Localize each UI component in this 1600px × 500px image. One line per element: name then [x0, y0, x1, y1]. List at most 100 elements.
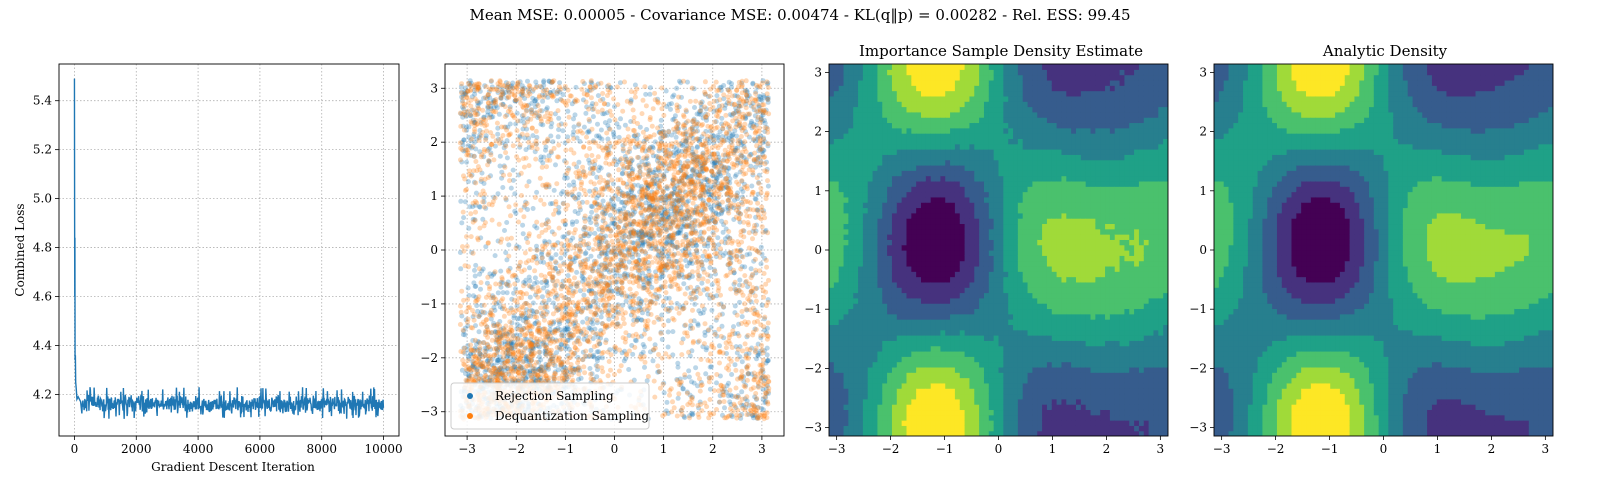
scatter-point — [625, 164, 630, 170]
scatter-point — [523, 315, 529, 321]
scatter-point — [620, 316, 626, 322]
scatter-point — [628, 119, 634, 124]
scatter-point — [692, 218, 698, 223]
scatter-point — [653, 153, 659, 159]
scatter-point — [538, 364, 544, 370]
scatter-point — [587, 274, 593, 280]
scatter-point — [458, 123, 464, 129]
scatter-point — [499, 175, 505, 181]
scatter-point — [518, 365, 524, 371]
scatter-point — [563, 372, 569, 378]
scatter-point — [721, 399, 727, 405]
scatter-point — [557, 80, 563, 86]
scatter-point — [610, 205, 615, 211]
scatter-point — [713, 79, 719, 85]
scatter-point — [697, 108, 703, 114]
scatter-point — [647, 204, 653, 210]
scatter-point — [750, 100, 756, 106]
scatter-point — [739, 389, 745, 395]
scatter-point — [666, 163, 672, 169]
scatter-point — [661, 197, 667, 203]
scatter-point — [493, 339, 499, 345]
scatter-point — [600, 227, 605, 233]
scatter-point — [709, 282, 715, 288]
scatter-point — [594, 133, 600, 139]
scatter-point — [737, 123, 743, 129]
scatter-point — [694, 289, 699, 294]
scatter-point — [707, 295, 713, 301]
scatter-point — [717, 373, 723, 379]
scatter-point — [714, 93, 720, 99]
scatter-point — [622, 211, 628, 217]
scatter-point — [504, 290, 510, 296]
scatter-point — [483, 367, 489, 373]
scatter-point — [656, 222, 662, 228]
scatter-point — [569, 192, 575, 198]
scatter-point — [593, 300, 599, 306]
scatter-point — [665, 344, 671, 350]
scatter-point — [534, 309, 540, 315]
scatter-point — [638, 237, 644, 243]
scatter-point — [700, 266, 706, 272]
scatter-point — [587, 160, 593, 166]
scatter-point — [541, 259, 547, 265]
scatter-point — [717, 399, 723, 405]
scatter-point — [477, 271, 483, 277]
scatter-point — [486, 89, 492, 95]
scatter-point — [591, 344, 597, 350]
scatter-point — [457, 303, 463, 309]
scatter-point — [761, 271, 767, 276]
scatter-point — [496, 357, 502, 363]
scatter-point — [625, 126, 631, 132]
scatter-point — [593, 291, 599, 297]
scatter-point — [489, 202, 495, 208]
scatter-point — [468, 83, 474, 88]
scatter-point — [572, 186, 578, 192]
scatter-point — [714, 380, 719, 386]
scatter-point — [521, 325, 527, 331]
scatter-point — [675, 395, 681, 401]
scatter-point — [698, 311, 704, 317]
scatter-point — [615, 186, 621, 192]
scatter-point — [675, 360, 681, 366]
scatter-point — [748, 120, 754, 126]
scatter-point — [615, 291, 621, 297]
scatter-point — [632, 337, 638, 343]
scatter-point — [606, 243, 611, 249]
scatter-point — [740, 194, 745, 200]
scatter-point — [517, 142, 523, 148]
scatter-point — [544, 217, 550, 223]
scatter-point — [619, 285, 625, 291]
scatter-point — [689, 195, 695, 201]
scatter-point — [605, 136, 611, 142]
scatter-point — [691, 86, 697, 92]
scatter-point — [679, 340, 685, 346]
scatter-point — [710, 173, 716, 179]
scatter-point — [590, 317, 596, 323]
scatter-point — [458, 349, 464, 354]
scatter-point — [613, 254, 619, 260]
scatter-point — [589, 80, 595, 86]
scatter-point — [738, 152, 744, 158]
scatter-point — [581, 287, 587, 293]
scatter-point — [700, 237, 706, 243]
scatter-point — [477, 132, 483, 138]
scatter-point — [680, 336, 686, 342]
scatter-point — [674, 377, 680, 382]
scatter-point — [582, 213, 588, 219]
scatter-point — [579, 86, 585, 92]
scatter-point — [762, 255, 768, 261]
scatter-point — [598, 262, 604, 268]
scatter-point — [723, 273, 729, 279]
scatter-point — [588, 347, 594, 353]
scatter-point — [488, 152, 494, 158]
scatter-point — [684, 389, 690, 395]
scatter-point — [499, 306, 505, 312]
scatter-point — [728, 250, 734, 256]
scatter-point — [706, 202, 711, 207]
scatter-point — [654, 296, 660, 302]
scatter-point — [570, 132, 576, 138]
scatter-point — [526, 283, 532, 289]
scatter-point — [528, 358, 534, 364]
scatter-point — [665, 208, 671, 214]
